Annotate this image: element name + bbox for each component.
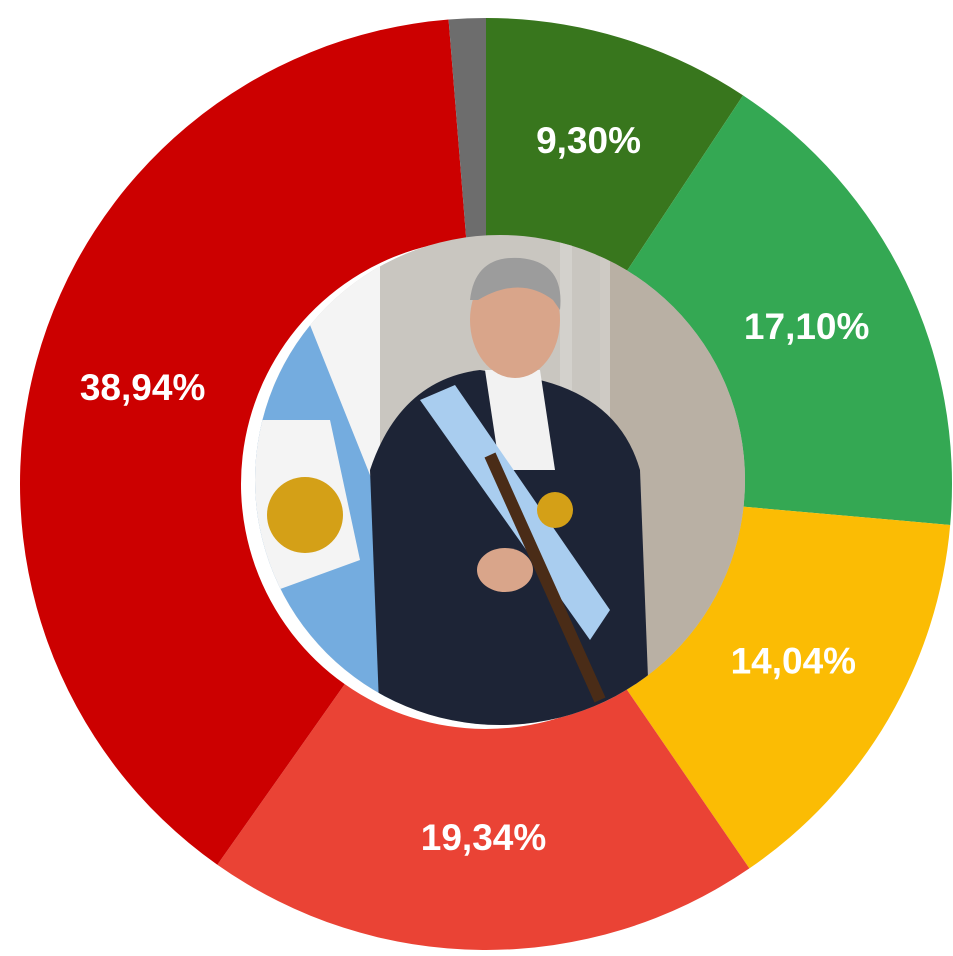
slice: [448, 18, 486, 240]
value-label: 17,10%: [744, 306, 870, 347]
slices: [19, 18, 952, 950]
labels: 9,30% 17,10% 14,04% 19,34% 38,94%: [80, 120, 870, 858]
slice: [621, 95, 952, 525]
value-label: 19,34%: [421, 817, 547, 858]
slice: [486, 18, 744, 280]
value-label: 38,94%: [80, 367, 206, 408]
value-label: 9,30%: [536, 120, 641, 161]
slice: [217, 684, 750, 950]
value-label: 14,04%: [731, 640, 857, 681]
slice: [19, 19, 467, 865]
